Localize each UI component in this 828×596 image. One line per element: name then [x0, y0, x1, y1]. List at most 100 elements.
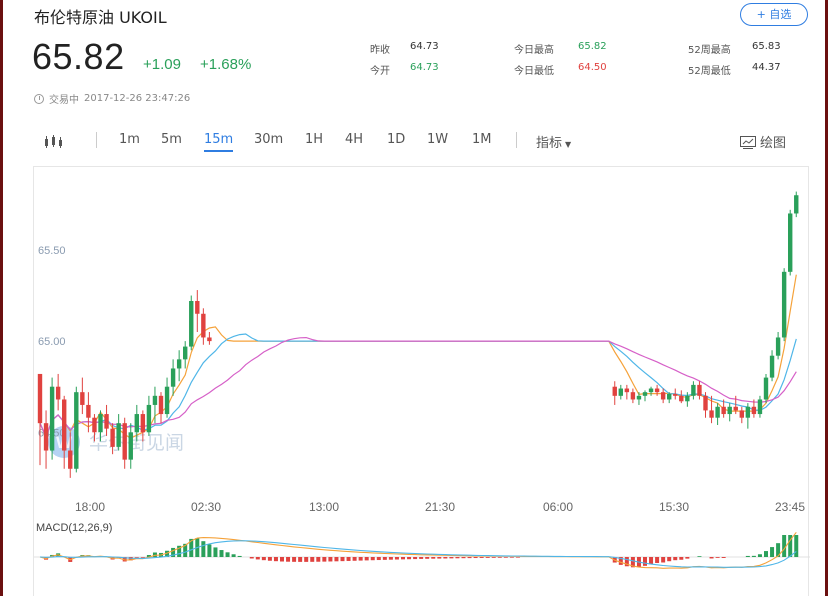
- price-change: +1.09: [143, 56, 181, 73]
- draw-tool-button[interactable]: 绘图: [740, 132, 786, 151]
- stat-value-prev-close: 64.73: [410, 41, 439, 52]
- macd-histogram-bar: [376, 557, 381, 561]
- macd-histogram-bar: [764, 551, 768, 557]
- candle-body: [74, 392, 79, 469]
- status-timestamp: 2017-12-26 23:47:26: [84, 93, 191, 104]
- macd-histogram-bar: [225, 552, 230, 557]
- macd-histogram-bar: [237, 555, 242, 557]
- x-tick-label: 13:00: [309, 500, 339, 514]
- macd-histogram-bar: [715, 557, 720, 558]
- candle-body: [721, 406, 726, 415]
- indicators-label: 指标: [536, 136, 563, 151]
- macd-histogram-bar: [146, 555, 151, 557]
- candle-body: [691, 384, 696, 396]
- candle-body: [751, 406, 757, 415]
- macd-histogram-bar: [292, 557, 297, 562]
- interval-1mo[interactable]: 1M: [472, 132, 492, 147]
- add-watchlist-button[interactable]: + 自选: [740, 3, 808, 26]
- candle-body: [195, 301, 200, 314]
- candle-body: [781, 271, 787, 338]
- macd-histogram-bar: [788, 535, 793, 557]
- macd-histogram-bar: [310, 557, 315, 562]
- macd-histogram-bar: [152, 552, 157, 557]
- macd-histogram-bar: [479, 557, 484, 558]
- stat-label-52w-high: 52周最高: [688, 45, 731, 56]
- macd-histogram-bar: [122, 557, 127, 562]
- candle-body: [164, 386, 170, 415]
- interval-30m[interactable]: 30m: [254, 132, 284, 147]
- candle-body: [207, 337, 212, 342]
- interval-4h[interactable]: 4H: [345, 132, 364, 147]
- chevron-down-icon: ▼: [565, 140, 572, 149]
- macd-histogram-bar: [745, 555, 750, 557]
- interval-1h[interactable]: 1H: [305, 132, 324, 147]
- macd-histogram-bar: [425, 557, 430, 559]
- right-frame-border: [825, 0, 828, 596]
- macd-histogram-bar: [255, 557, 260, 560]
- ma5-line: [39, 274, 797, 439]
- candle-body: [733, 406, 738, 411]
- macd-histogram-bar: [503, 557, 508, 558]
- candle-body: [660, 392, 666, 400]
- candle-body: [757, 399, 763, 415]
- candle-body: [176, 359, 182, 369]
- macd-histogram-bar: [437, 557, 442, 559]
- macd-histogram-bar: [443, 557, 448, 559]
- macd-histogram-bar: [261, 557, 266, 561]
- candle-body: [86, 404, 91, 418]
- stat-value-day-high: 65.82: [578, 41, 607, 52]
- macd-histogram-bar: [322, 557, 327, 562]
- candle-body: [788, 213, 793, 272]
- candle-body: [727, 406, 732, 415]
- toolbar-divider: [516, 132, 517, 148]
- candle-body: [110, 428, 115, 447]
- macd-histogram-bar: [624, 557, 629, 567]
- candle-body: [55, 386, 61, 400]
- macd-histogram-bar: [280, 557, 284, 562]
- stat-label-52w-low: 52周最低: [688, 66, 731, 77]
- macd-histogram-bar: [273, 557, 278, 562]
- indicators-menu[interactable]: 指标 ▼: [536, 132, 571, 151]
- stat-label-day-low: 今日最低: [514, 66, 554, 77]
- macd-histogram-bar: [661, 557, 666, 563]
- macd-histogram-bar: [334, 557, 339, 562]
- macd-histogram-bar: [667, 557, 672, 562]
- candle-body: [673, 394, 678, 396]
- status-label: 交易中: [49, 95, 79, 106]
- candle-body: [98, 414, 103, 433]
- candle-body: [122, 423, 127, 460]
- interval-5m[interactable]: 5m: [161, 132, 182, 147]
- macd-dea-line: [39, 540, 797, 568]
- candle-body: [654, 388, 660, 393]
- chart-draw-icon: [740, 136, 756, 149]
- macd-histogram-bar: [340, 557, 345, 562]
- candle-body: [170, 368, 176, 387]
- candle-body: [636, 395, 642, 400]
- macd-histogram-bar: [394, 557, 399, 560]
- interval-15m[interactable]: 15m: [204, 132, 234, 152]
- candle-body: [630, 392, 636, 400]
- interval-1w[interactable]: 1W: [427, 132, 449, 147]
- interval-1m[interactable]: 1m: [119, 132, 140, 147]
- candle-body: [618, 388, 623, 396]
- stat-label-open: 今开: [370, 66, 390, 77]
- macd-histogram-bar: [358, 557, 363, 561]
- candlestick-type-icon[interactable]: [44, 135, 64, 149]
- macd-histogram-bar: [485, 557, 490, 558]
- macd-histogram-bar: [673, 557, 678, 561]
- macd-histogram-bar: [413, 557, 418, 560]
- macd-histogram-bar: [249, 557, 254, 559]
- interval-1d[interactable]: 1D: [387, 132, 406, 147]
- macd-histogram-bar: [134, 557, 139, 558]
- macd-histogram-bar: [449, 557, 454, 559]
- macd-histogram-bar: [213, 547, 218, 557]
- x-tick-label: 21:30: [425, 500, 455, 514]
- candle-body: [134, 414, 139, 433]
- macd-histogram-bar: [304, 557, 309, 562]
- macd-histogram-bar: [491, 557, 496, 558]
- candle-body: [612, 386, 617, 396]
- macd-histogram-bar: [140, 557, 145, 558]
- x-tick-label: 06:00: [543, 500, 573, 514]
